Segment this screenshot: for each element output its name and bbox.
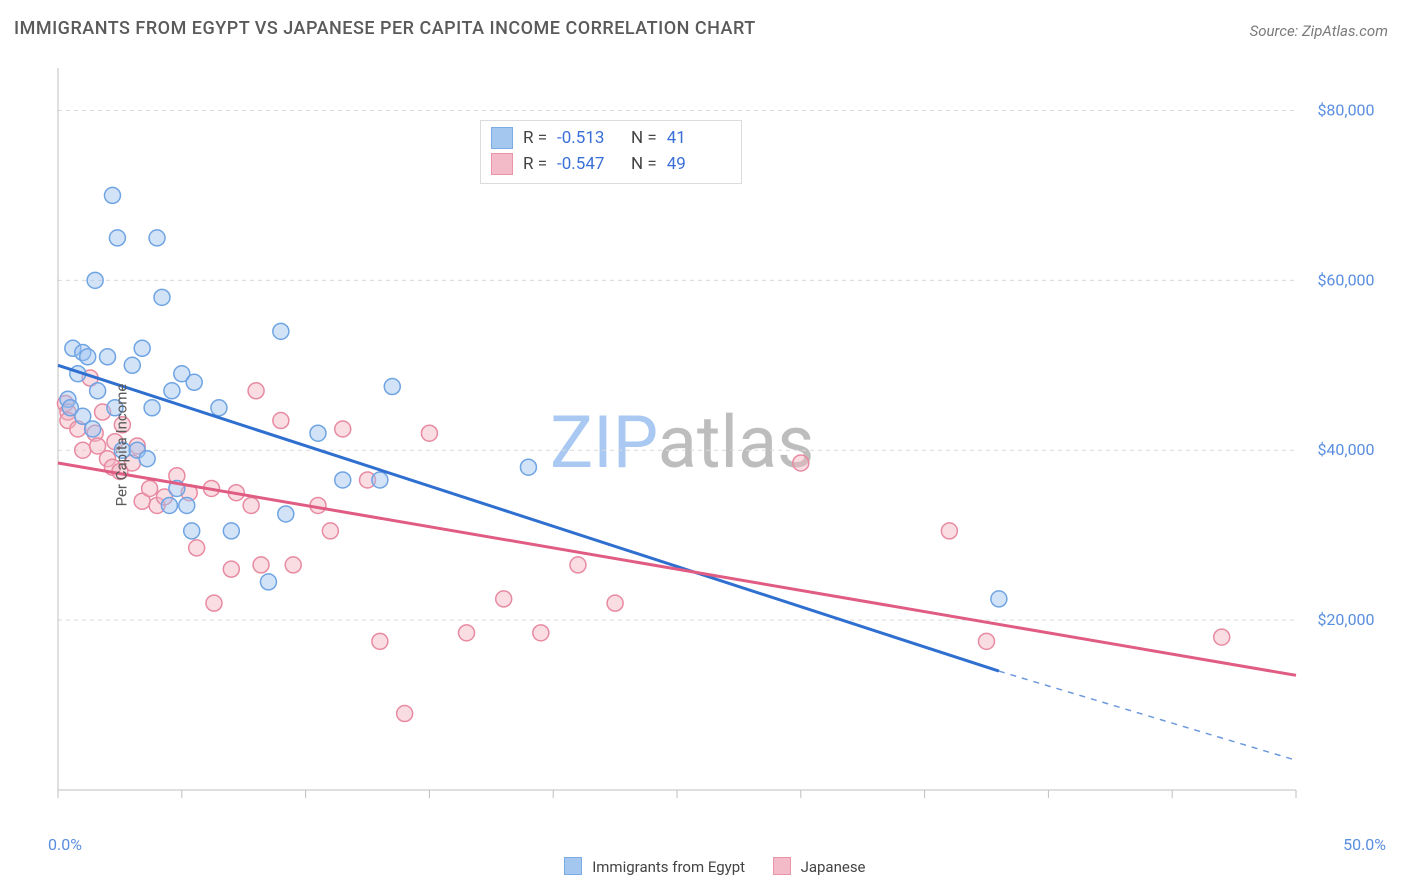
source-attribution: Source: ZipAtlas.com — [1250, 22, 1388, 40]
svg-text:$20,000: $20,000 — [1317, 610, 1374, 629]
svg-text:$60,000: $60,000 — [1317, 270, 1374, 289]
stats-n-egypt: 41 — [667, 128, 731, 148]
x-legend: Immigrants from Egypt Japanese — [0, 857, 1406, 876]
stats-n-japanese: 49 — [667, 154, 731, 174]
x-axis-max-label: 50.0% — [1343, 835, 1386, 854]
scatter-chart: $20,000 $40,000 $60,000 $80,000 Per Capita … — [48, 60, 1386, 830]
swatch-egypt — [491, 127, 513, 149]
svg-text:$40,000: $40,000 — [1317, 440, 1374, 459]
stats-row-japanese: R = -0.547 N = 49 — [491, 151, 731, 177]
swatch-japanese — [491, 153, 513, 175]
stats-r-label: R = — [523, 128, 547, 148]
y-axis-label: Per Capita Income — [112, 384, 130, 507]
stats-r-japanese: -0.547 — [557, 154, 621, 174]
stats-r-label: R = — [523, 154, 547, 174]
stats-legend: R = -0.513 N = 41 R = -0.547 N = 49 — [480, 120, 742, 184]
legend-swatch-japanese — [773, 857, 791, 875]
x-axis-min-label: 0.0% — [48, 835, 82, 854]
stats-n-label: N = — [631, 154, 657, 174]
legend-label-egypt: Immigrants from Egypt — [592, 858, 745, 876]
stats-r-egypt: -0.513 — [557, 128, 621, 148]
chart-title: IMMIGRANTS FROM EGYPT VS JAPANESE PER CA… — [14, 18, 756, 39]
stats-row-egypt: R = -0.513 N = 41 — [491, 125, 731, 151]
legend-swatch-egypt — [564, 857, 582, 875]
legend-label-japanese: Japanese — [801, 858, 866, 876]
stats-n-label: N = — [631, 128, 657, 148]
svg-text:$80,000: $80,000 — [1317, 100, 1374, 119]
